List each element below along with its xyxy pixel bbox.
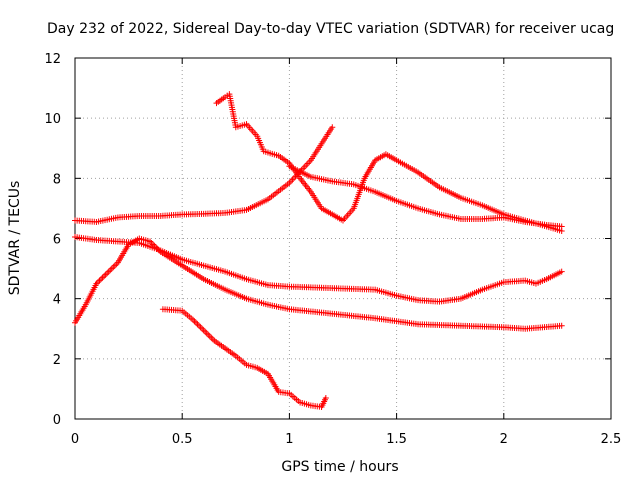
data-point — [200, 327, 207, 334]
y-axis-label: SDTVAR / TECUs — [7, 181, 23, 296]
data-point — [197, 324, 204, 331]
data-point — [322, 394, 329, 401]
y-tick-label: 6 — [53, 233, 61, 248]
x-tick-label: 1.5 — [386, 432, 407, 447]
data-point — [108, 265, 115, 272]
data-point — [107, 267, 114, 274]
series-trace-6 — [286, 163, 565, 230]
y-tick-label: 8 — [53, 172, 61, 187]
data-point — [208, 334, 215, 341]
data-series — [72, 91, 565, 410]
x-tick-label: 1 — [285, 432, 293, 447]
x-tick-label: 2 — [500, 432, 508, 447]
series-trace-4 — [159, 306, 329, 410]
series-trace-2 — [72, 235, 565, 332]
data-point — [99, 274, 106, 281]
data-point — [104, 270, 111, 277]
series-trace-5 — [213, 91, 565, 234]
x-axis-label: GPS time / hours — [281, 459, 398, 475]
data-point — [558, 223, 565, 230]
x-tick-label: 0 — [71, 432, 79, 447]
chart-title: Day 232 of 2022, Sidereal Day-to-day VTE… — [47, 21, 614, 37]
data-point — [196, 322, 203, 329]
grid — [75, 58, 611, 419]
data-point — [102, 271, 109, 278]
data-point — [101, 273, 108, 280]
data-point — [113, 261, 120, 268]
data-point — [110, 264, 117, 271]
series-trace-3 — [72, 233, 565, 305]
y-tick-label: 10 — [44, 112, 61, 127]
data-point — [205, 331, 212, 338]
data-point — [194, 321, 201, 328]
data-point — [202, 328, 209, 335]
data-point — [105, 268, 112, 275]
axis-ticks: 0 0.5 1 1.5 2 2.5 0 2 4 6 8 10 12 — [44, 52, 621, 447]
data-point — [199, 325, 206, 332]
data-point — [96, 277, 103, 284]
y-tick-label: 0 — [53, 413, 61, 428]
data-point — [329, 124, 336, 131]
data-point — [209, 336, 216, 343]
data-point — [191, 318, 198, 325]
data-point — [98, 276, 105, 283]
x-tick-label: 0.5 — [172, 432, 193, 447]
data-point — [558, 268, 565, 275]
y-tick-label: 2 — [53, 353, 61, 368]
data-point — [111, 262, 118, 269]
y-tick-label: 4 — [53, 293, 61, 308]
data-point — [192, 319, 199, 326]
data-point — [206, 333, 213, 340]
y-tick-label: 12 — [44, 52, 61, 67]
data-point — [203, 330, 210, 337]
x-tick-label: 2.5 — [601, 432, 622, 447]
data-point — [558, 322, 565, 329]
